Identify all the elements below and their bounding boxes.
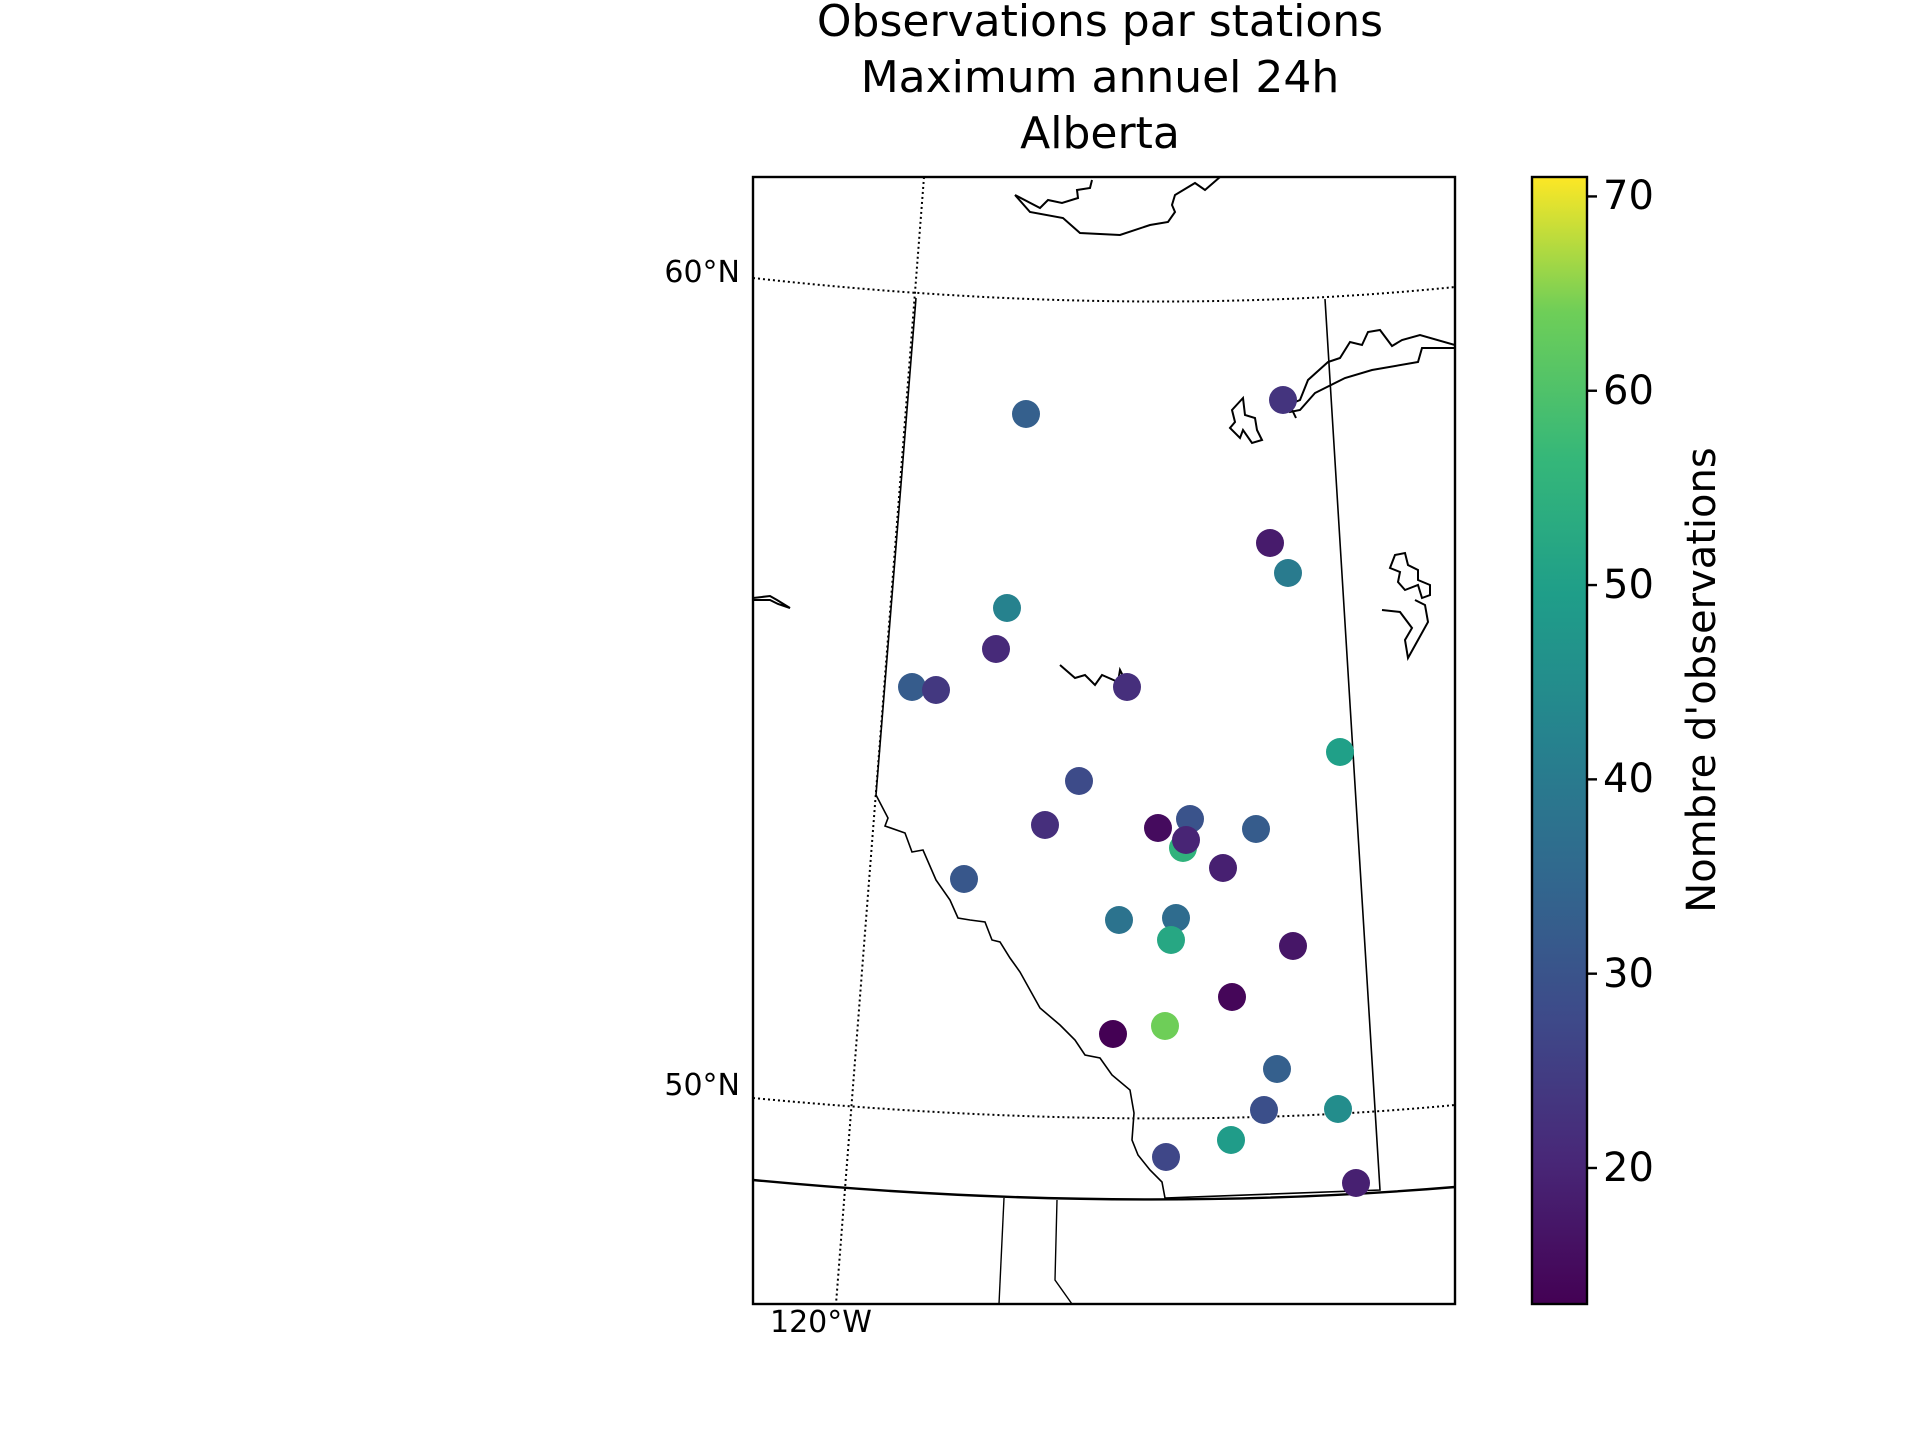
lake-west [753,594,791,609]
station-markers [898,386,1370,1197]
station-marker [1217,1126,1245,1154]
station-marker [1326,738,1354,766]
colorbar-tick-label: 40 [1603,756,1654,803]
map-title-line-3: Alberta [1020,108,1180,159]
station-marker [982,635,1010,663]
south-border-1 [998,1197,1005,1304]
great-slave-lake [1014,177,1221,237]
lake-east [1388,551,1431,600]
station-marker [993,594,1021,622]
colorbar-tick-label: 20 [1603,1144,1654,1191]
station-marker [1250,1096,1278,1124]
alberta-border [875,297,1381,1199]
lake-small-1 [1228,395,1264,445]
parallel-60n [753,277,1455,303]
colorbar [1530,175,1589,1306]
station-marker [1242,815,1270,843]
station-marker [1342,1169,1370,1197]
station-marker [1105,906,1133,934]
map-area [753,177,1455,1304]
lake-east-2 [1381,599,1430,661]
colorbar-tick-label: 30 [1603,950,1654,997]
station-marker [1162,904,1190,932]
station-marker [1151,1012,1179,1040]
map-title-line-1: Observations par stations [816,0,1384,47]
station-marker [1176,805,1204,833]
south-border-2 [1054,1199,1073,1304]
colorbar-label: Nombre d'observations [1679,447,1725,913]
station-marker [922,676,950,704]
station-marker [1113,673,1141,701]
lat-label-50n: 50°N [664,1068,740,1103]
colorbar-tick-label: 50 [1603,562,1654,609]
station-marker [898,673,926,701]
station-marker [1218,983,1246,1011]
station-marker [1209,854,1237,882]
station-marker [1065,767,1093,795]
lon-label-120w: 120°W [770,1305,872,1340]
station-marker [1157,926,1185,954]
colorbar-tick-label: 70 [1603,173,1654,220]
station-marker [950,865,978,893]
map-frame [751,175,1457,1306]
station-marker [1031,811,1059,839]
station-marker [1324,1095,1352,1123]
station-marker [1256,529,1284,557]
lake-athabasca [1286,328,1455,414]
station-marker [1263,1055,1291,1083]
station-marker [1279,932,1307,960]
station-marker [1152,1143,1180,1171]
colorbar-tick-label: 60 [1603,367,1654,414]
station-marker [1012,400,1040,428]
parallel-50n [753,1097,1455,1120]
station-marker [1144,814,1172,842]
station-marker [1274,559,1302,587]
station-marker [1172,826,1200,854]
colorbar-ticks [1587,195,1597,1170]
lake-shore-nw [1014,179,1093,210]
map-title-line-2: Maximum annuel 24h [860,52,1340,103]
station-marker [1099,1020,1127,1048]
lat-label-60n: 60°N [664,255,740,290]
station-marker [1269,386,1297,414]
